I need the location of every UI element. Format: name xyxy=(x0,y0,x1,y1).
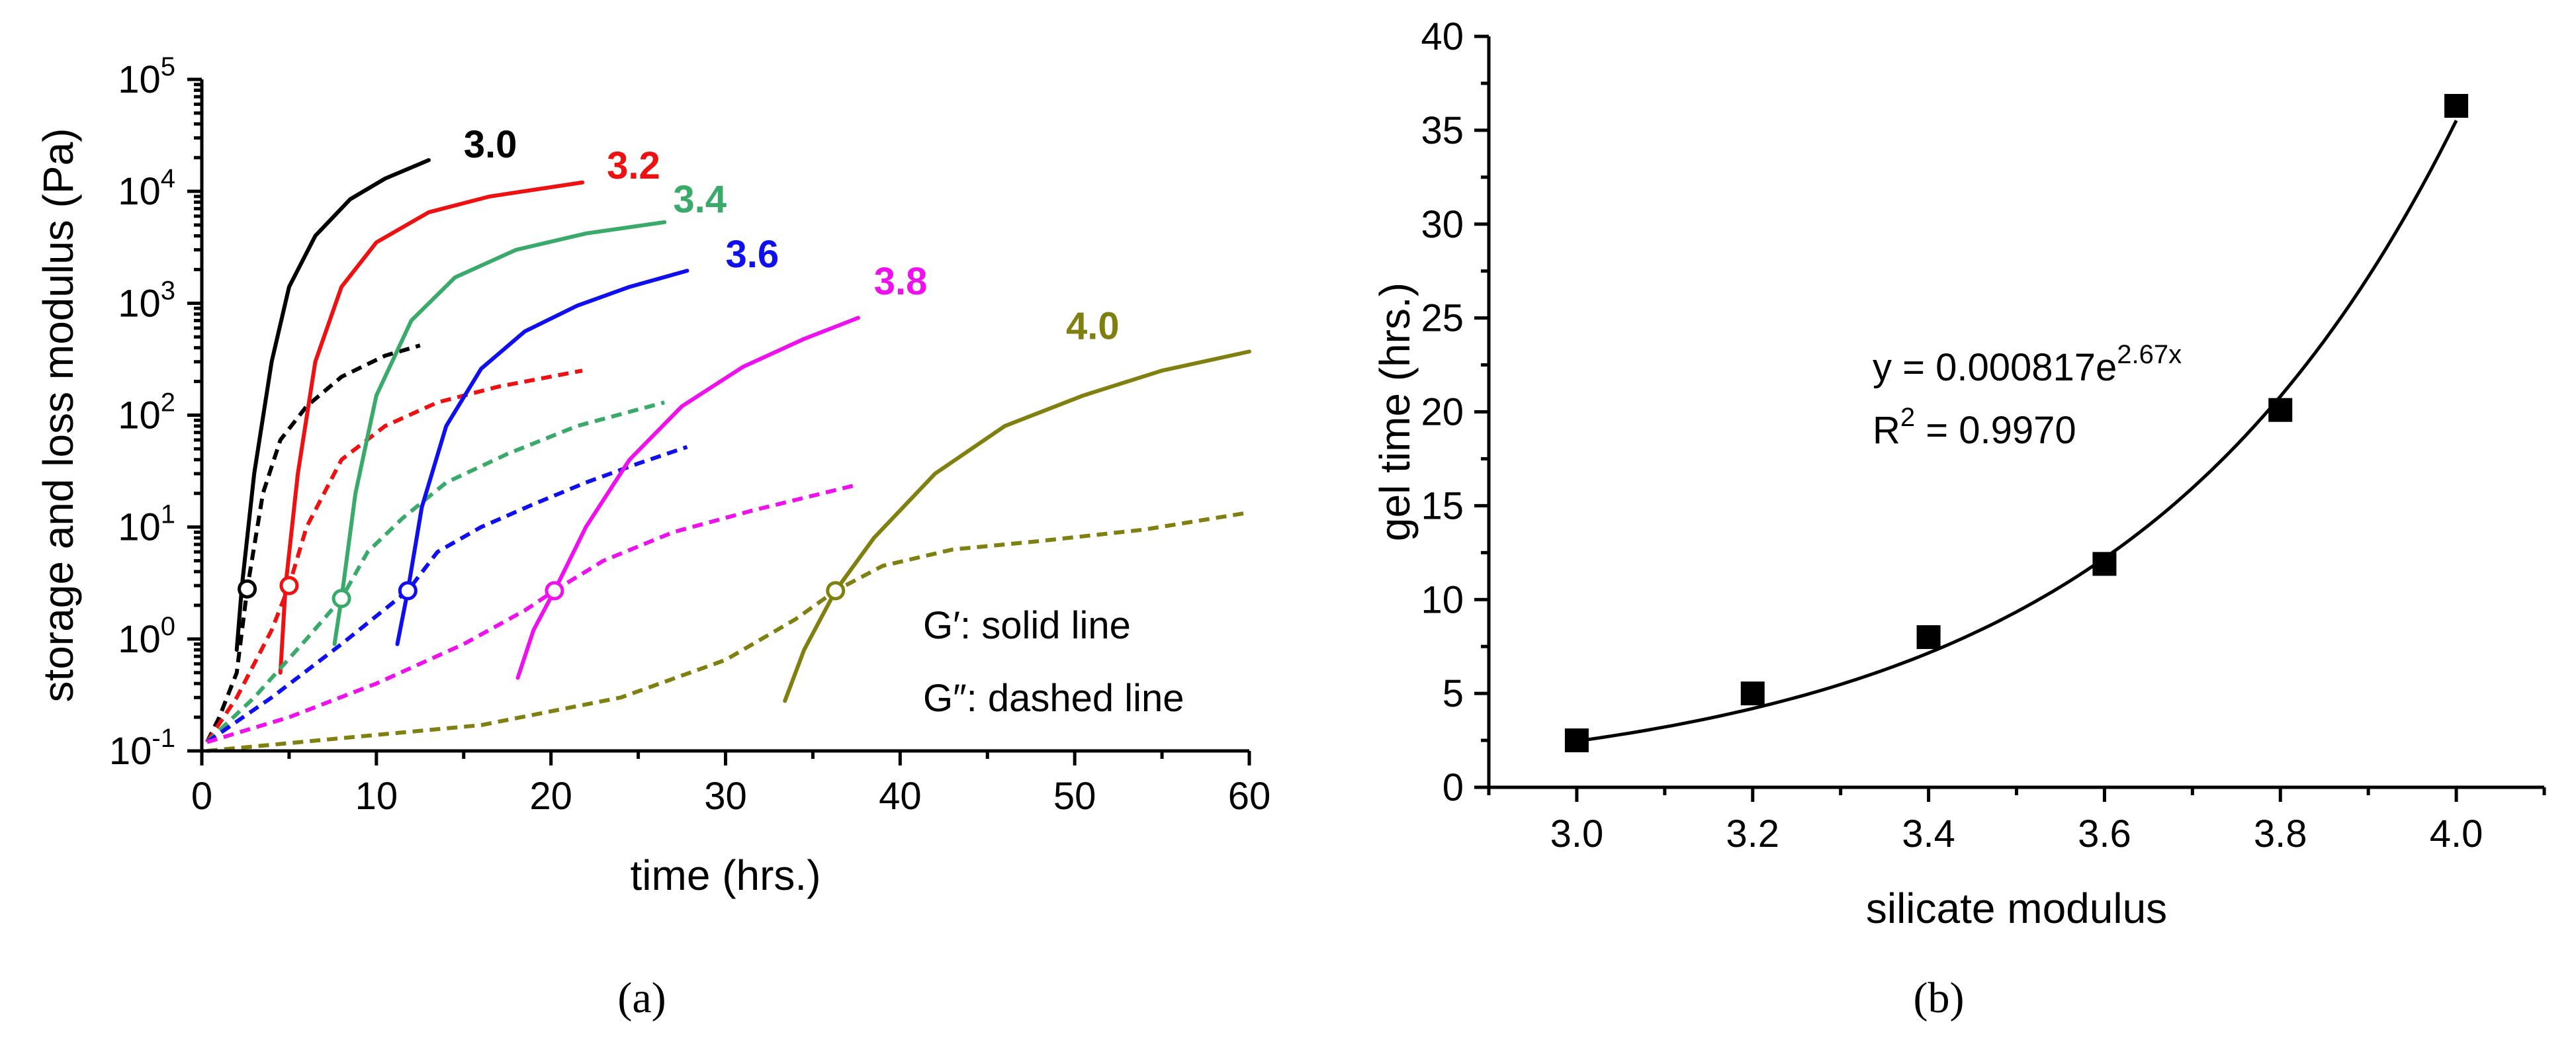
panel-a-x-tick-label: 10 xyxy=(355,775,398,818)
panel-b-x-tick-label: 3.8 xyxy=(2254,812,2307,855)
panel-a-y-tick-label: 103 xyxy=(118,276,175,325)
series-3.4-g-double-prime-line xyxy=(205,400,665,744)
panel-b-y-tick-label: 25 xyxy=(1421,297,1464,340)
series-3.6-g-prime-line xyxy=(395,269,689,646)
panel-a-x-tick-label: 20 xyxy=(529,775,572,818)
panel-b-r-squared-value: = 0.9970 xyxy=(1915,409,2076,452)
panel-b-y-tick-label: 15 xyxy=(1421,484,1464,527)
panel-b-fit-equation-exponent: 2.67x xyxy=(2117,340,2182,369)
panel-b-chart: 3.0 3.2 3.4 3.6 3.8 4.0 0 5 10 15 20 25 30 35 40 silic… xyxy=(1371,15,2546,932)
panel-label-a: (a) xyxy=(617,974,666,1022)
panel-a-series-layer xyxy=(205,158,1251,753)
panel-a-legend-note-solid: G′: solid line xyxy=(923,604,1131,647)
panel-b-data-point xyxy=(2444,93,2469,118)
series-3.4-crossover-marker xyxy=(332,589,351,609)
panel-a-y-axis-title: storage and loss modulus (Pa) xyxy=(34,128,82,703)
panel-b-fit-curve xyxy=(1576,119,2458,743)
panel-b-x-tick-label: 3.0 xyxy=(1550,812,1604,855)
series-3.0-g-prime-line xyxy=(234,158,431,652)
panel-a-y-tick-label: 101 xyxy=(118,500,175,549)
panel-a-y-tick-label: 100 xyxy=(118,612,175,661)
panel-b-y-tick-label: 30 xyxy=(1421,203,1464,246)
series-3.2-g-prime-line xyxy=(278,180,585,675)
panel-a-y-tick-label: 105 xyxy=(118,52,175,101)
series-4.0-label: 4.0 xyxy=(1066,304,1120,347)
panel-a-y-tick-base: 10 xyxy=(109,730,152,773)
panel-b-y-axis-title: gel time (hrs.) xyxy=(1371,283,1419,541)
panel-b-x-tick-label: 3.6 xyxy=(2078,812,2131,855)
series-3.0-crossover-marker xyxy=(238,579,257,599)
panel-a-x-axis-title: time (hrs.) xyxy=(631,851,821,899)
series-3.6-crossover-marker xyxy=(398,581,418,601)
panel-a-x-tick-label: 60 xyxy=(1228,775,1271,818)
panel-a-y-tick-exponent: 4 xyxy=(161,164,175,193)
panel-a-y-tick-base: 10 xyxy=(118,618,161,661)
series-3.4-label: 3.4 xyxy=(673,178,727,221)
panel-b-fit-equation-main: y = 0.000817e xyxy=(1873,346,2117,389)
panel-a-y-tick-exponent: 3 xyxy=(161,276,175,305)
series-3.0-label: 3.0 xyxy=(464,123,517,166)
panel-a-legend-note-dashed: G″: dashed line xyxy=(923,677,1184,720)
panel-b-data-point xyxy=(1564,728,1589,753)
panel-b-y-tick-label: 20 xyxy=(1421,391,1464,434)
series-3.4-g-prime-line xyxy=(332,220,667,646)
panel-b-x-tick-label: 4.0 xyxy=(2430,812,2483,855)
panel-b-y-tick-label: 10 xyxy=(1421,578,1464,621)
series-3.8-label: 3.8 xyxy=(874,260,928,303)
series-3.8-crossover-marker xyxy=(545,581,564,601)
panel-a-y-tick-label: 102 xyxy=(118,388,175,437)
series-3.8-g-double-prime-line xyxy=(206,482,859,744)
series-3.6-label: 3.6 xyxy=(726,233,779,276)
panel-a-y-tick-exponent: 1 xyxy=(161,500,175,529)
series-3.2-label: 3.2 xyxy=(607,144,660,187)
panel-a-y-tick-base: 10 xyxy=(118,506,161,549)
panel-a-y-tick-exponent: -1 xyxy=(152,724,175,753)
panel-b-data-point xyxy=(2268,398,2293,422)
panel-a-y-tick-base: 10 xyxy=(118,394,161,437)
panel-b-x-axis-title: silicate modulus xyxy=(1866,885,2167,932)
series-3.6-g-double-prime-line xyxy=(206,445,688,744)
panel-a-x-tick-label: 40 xyxy=(879,775,922,818)
panel-label-b: (b) xyxy=(1914,974,1965,1022)
panel-b-data-point xyxy=(1916,625,1941,649)
series-3.0-g-double-prime-line xyxy=(205,343,421,743)
panel-a-y-tick-exponent: 5 xyxy=(161,52,175,81)
panel-b-y-tick-label: 0 xyxy=(1443,766,1464,809)
panel-b-ticks: 3.0 3.2 3.4 3.6 3.8 4.0 0 5 10 15 20 25 30 35 40 xyxy=(1421,15,2546,855)
panel-b-y-tick-label: 40 xyxy=(1421,15,1464,58)
series-3.2-g-double-prime-line xyxy=(205,369,583,744)
series-4.0-g-prime-line xyxy=(783,349,1251,703)
panel-b-data-points xyxy=(1564,93,2469,753)
series-4.0-crossover-marker xyxy=(826,581,846,601)
panel-a-y-tick-exponent: 2 xyxy=(161,388,175,417)
panel-a-x-tick-label: 0 xyxy=(191,775,212,818)
panel-a-y-tick-base: 10 xyxy=(118,58,161,101)
panel-b-data-point xyxy=(1740,681,1765,706)
panel-a-y-tick-base: 10 xyxy=(118,282,161,325)
series-3.8-g-prime-line xyxy=(515,316,861,680)
panel-a-y-tick-exponent: 0 xyxy=(161,612,175,641)
panel-a-x-tick-label: 30 xyxy=(704,775,747,818)
panel-b-x-tick-label: 3.4 xyxy=(1902,812,1955,855)
panel-b-r-squared-symbol: R xyxy=(1873,409,1900,452)
panel-b-y-tick-label: 5 xyxy=(1443,672,1464,715)
panel-b-r-squared: R2 = 0.9970 xyxy=(1873,403,2076,452)
panel-b-x-tick-label: 3.2 xyxy=(1726,812,1779,855)
series-3.2-crossover-marker xyxy=(279,576,299,595)
panel-b-data-point xyxy=(2092,552,2117,576)
panel-b-fit-equation: y = 0.000817e2.67x xyxy=(1873,340,2182,389)
panel-b-y-tick-label: 35 xyxy=(1421,109,1464,152)
panel-a-x-tick-label: 50 xyxy=(1053,775,1096,818)
panel-a-y-tick-label: 104 xyxy=(118,164,175,213)
panel-b-r-squared-power: 2 xyxy=(1900,403,1915,432)
panel-a-series-labels: 3.0 3.2 3.4 3.6 3.8 4.0 xyxy=(464,123,1120,347)
panel-a-y-tick-base: 10 xyxy=(118,170,161,213)
panel-a-y-tick-label: 10-1 xyxy=(109,724,175,773)
